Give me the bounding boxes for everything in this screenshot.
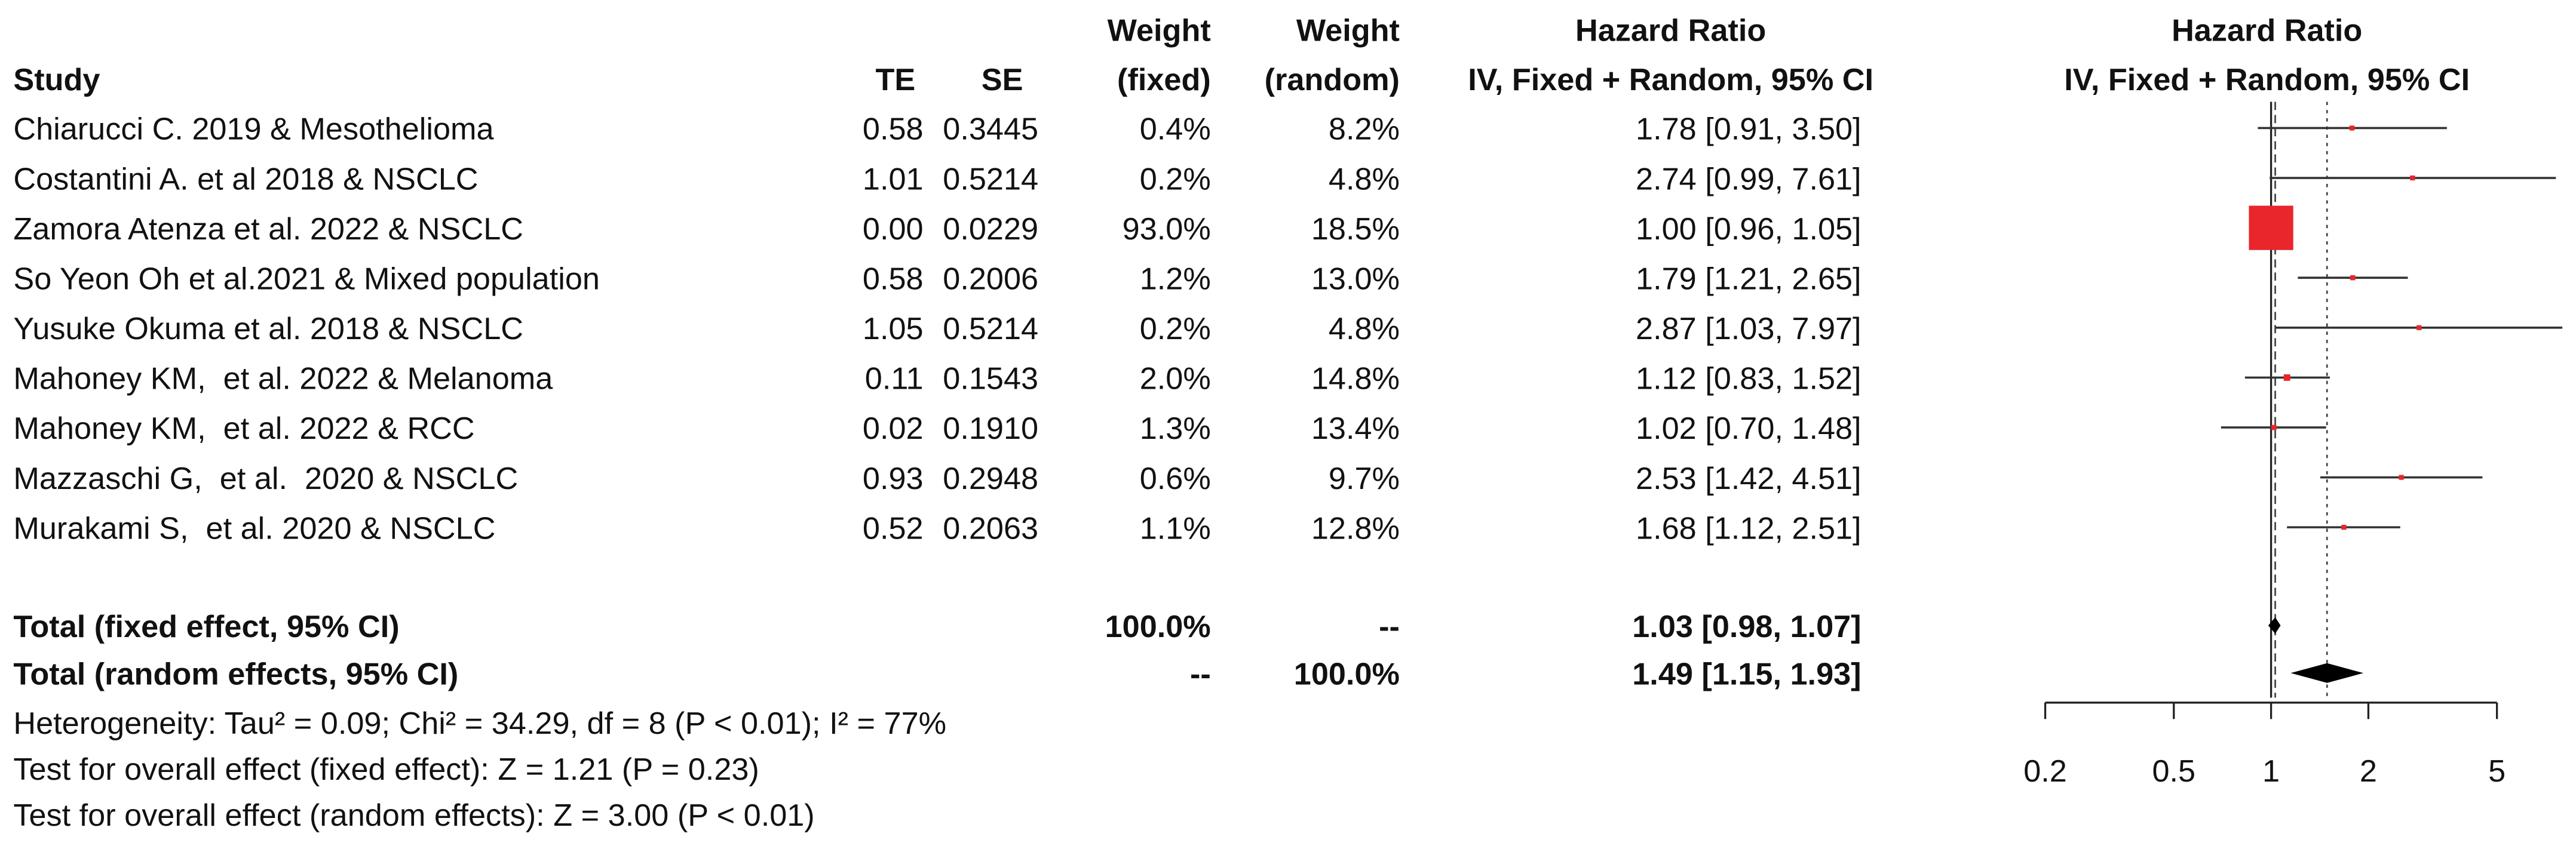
cell-w_random: 14.8% — [1311, 362, 1400, 396]
cell-ci: 1.78 [0.91, 3.50] — [1636, 112, 1862, 147]
study-name: Yusuke Okuma et al. 2018 & NSCLC — [13, 312, 523, 346]
effect-box — [2341, 525, 2347, 530]
cell-w_random: 4.8% — [1329, 162, 1400, 196]
cell-te: 0.11 — [865, 362, 924, 396]
total-weight-random: 100.0% — [1294, 657, 1400, 692]
effect-box — [2349, 125, 2355, 131]
effect-box — [2283, 374, 2290, 381]
cell-ci: 1.12 [0.83, 1.52] — [1636, 362, 1862, 396]
cell-w_random: 13.0% — [1311, 262, 1400, 296]
effect-box — [2410, 175, 2415, 181]
study-name: Mahoney KM, et al. 2022 & Melanoma — [13, 362, 553, 396]
cell-ci: 1.79 [1.21, 2.65] — [1636, 262, 1862, 296]
x-tick-label: 2 — [2360, 754, 2377, 789]
cell-te: 0.93 — [863, 462, 924, 496]
total-weight-random: -- — [1379, 610, 1400, 644]
x-tick-label: 0.2 — [2023, 754, 2067, 789]
x-tick-label: 5 — [2488, 754, 2506, 789]
cell-se: 0.1910 — [943, 411, 1038, 446]
total-ci: 1.49 [1.15, 1.93] — [1632, 657, 1861, 692]
header-te: TE — [875, 63, 915, 97]
study-name: Murakami S, et al. 2020 & NSCLC — [13, 511, 495, 546]
effect-box — [2249, 205, 2293, 250]
header-weight-random: (random) — [1265, 63, 1400, 97]
cell-w_fixed: 1.2% — [1140, 262, 1211, 296]
cell-se: 0.0229 — [943, 212, 1038, 247]
summary-diamond — [2290, 663, 2364, 683]
cell-te: 1.01 — [863, 162, 924, 196]
total-label: Total (random effects, 95% CI) — [13, 657, 458, 692]
header-study: Study — [13, 63, 100, 97]
cell-w_fixed: 2.0% — [1140, 362, 1211, 396]
study-name: Chiarucci C. 2019 & Mesothelioma — [13, 112, 494, 147]
cell-se: 0.1543 — [943, 362, 1038, 396]
cell-ci: 2.53 [1.42, 4.51] — [1636, 462, 1862, 496]
cell-te: 0.52 — [863, 511, 924, 546]
cell-w_random: 12.8% — [1311, 511, 1400, 546]
cell-se: 0.2063 — [943, 511, 1038, 546]
cell-se: 0.5214 — [943, 162, 1038, 196]
cell-w_random: 8.2% — [1329, 112, 1400, 147]
effect-box — [2416, 325, 2422, 330]
total-label: Total (fixed effect, 95% CI) — [13, 610, 399, 644]
cell-te: 1.05 — [863, 312, 924, 346]
note: Test for overall effect (random effects)… — [13, 798, 814, 833]
note: Test for overall effect (fixed effect): … — [13, 752, 759, 787]
cell-w_fixed: 0.4% — [1140, 112, 1211, 147]
plot-header: IV, Fixed + Random, 95% CI — [2064, 63, 2470, 97]
header-ci: IV, Fixed + Random, 95% CI — [1468, 63, 1873, 97]
plot-header: Hazard Ratio — [2172, 14, 2362, 48]
note: Heterogeneity: Tau² = 0.09; Chi² = 34.29… — [13, 706, 946, 741]
cell-w_random: 18.5% — [1311, 212, 1400, 247]
cell-ci: 1.00 [0.96, 1.05] — [1636, 212, 1862, 247]
effect-box — [2399, 475, 2404, 480]
cell-ci: 2.74 [0.99, 7.61] — [1636, 162, 1862, 196]
summary-diamond — [2268, 617, 2281, 634]
cell-w_fixed: 0.2% — [1140, 312, 1211, 346]
cell-w_fixed: 1.1% — [1140, 511, 1211, 546]
cell-te: 0.00 — [863, 212, 924, 247]
cell-ci: 2.87 [1.03, 7.97] — [1636, 312, 1862, 346]
cell-te: 0.58 — [863, 112, 924, 147]
header-se: SE — [982, 63, 1023, 97]
x-tick-label: 1 — [2262, 754, 2280, 789]
header-ci: Hazard Ratio — [1575, 14, 1766, 48]
total-weight-fixed: 100.0% — [1105, 610, 1211, 644]
cell-te: 0.58 — [863, 262, 924, 296]
cell-se: 0.3445 — [943, 112, 1038, 147]
cell-se: 0.2006 — [943, 262, 1038, 296]
study-name: Mahoney KM, et al. 2022 & RCC — [13, 411, 474, 446]
header-weight-fixed: Weight — [1108, 14, 1211, 48]
cell-te: 0.02 — [863, 411, 924, 446]
study-name: Costantini A. et al 2018 & NSCLC — [13, 162, 478, 196]
cell-ci: 1.68 [1.12, 2.51] — [1636, 511, 1862, 546]
cell-w_random: 4.8% — [1329, 312, 1400, 346]
x-tick-label: 0.5 — [2152, 754, 2195, 789]
total-ci: 1.03 [0.98, 1.07] — [1632, 610, 1861, 644]
cell-se: 0.2948 — [943, 462, 1038, 496]
study-name: So Yeon Oh et al.2021 & Mixed population — [13, 262, 600, 296]
study-name: Mazzaschi G, et al. 2020 & NSCLC — [13, 462, 518, 496]
header-weight-fixed: (fixed) — [1117, 63, 1211, 97]
effect-box — [2350, 275, 2356, 281]
cell-se: 0.5214 — [943, 312, 1038, 346]
total-weight-fixed: -- — [1190, 657, 1211, 692]
cell-w_fixed: 93.0% — [1123, 212, 1211, 247]
cell-w_random: 9.7% — [1329, 462, 1400, 496]
cell-ci: 1.02 [0.70, 1.48] — [1636, 411, 1862, 446]
header-weight-random: Weight — [1296, 14, 1400, 48]
study-name: Zamora Atenza et al. 2022 & NSCLC — [13, 212, 523, 247]
cell-w_fixed: 1.3% — [1140, 411, 1211, 446]
cell-w_random: 13.4% — [1311, 411, 1400, 446]
cell-w_fixed: 0.2% — [1140, 162, 1211, 196]
effect-box — [2271, 425, 2277, 430]
cell-w_fixed: 0.6% — [1140, 462, 1211, 496]
